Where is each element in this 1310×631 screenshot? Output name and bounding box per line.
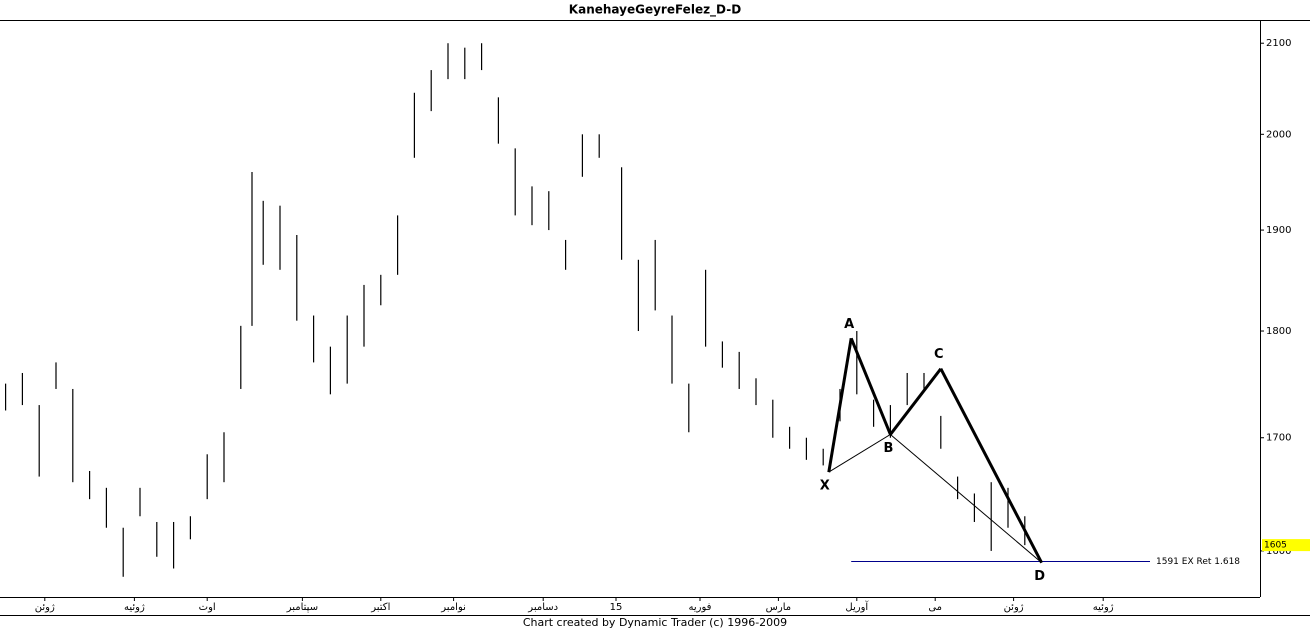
pattern-label: B [883,441,893,456]
x-tick-label: ژوئن [1004,602,1024,613]
chart-title: KanehayeGeyreFelez_D-D [569,3,741,18]
x-tick-label: دسامبر [527,602,558,613]
x-tick-label: اکتبر [370,602,390,613]
x-tick-label: فوریه [689,602,712,613]
x-tick-label: می [928,602,942,613]
pattern-label: A [844,317,854,332]
x-tick-label: ژوئیه [124,602,145,613]
pattern-guide [890,434,1042,564]
pattern-label: D [1034,569,1045,584]
projection-label: 1591 EX Ret 1.618 [1156,557,1240,567]
last-price-label: 1605 [1264,541,1287,551]
pattern-guide [828,434,891,473]
footer: Chart created by Dynamic Trader (c) 1996… [523,616,787,629]
y-tick-label: 1700 [1266,433,1291,444]
x-tick-label: مارس [766,602,791,613]
x-tick-label: نوامبر [440,602,466,613]
pattern-leg [939,368,1043,564]
x-tick-label: ژوئن [35,602,55,613]
x-tick-label: سپتامبر [286,602,318,613]
pattern-label: X [820,479,830,494]
pattern-leg [849,337,892,436]
y-tick-label: 1800 [1266,326,1291,337]
x-tick-label: اوت [199,602,216,613]
y-tick-label: 1900 [1266,225,1291,236]
pattern-label: C [934,347,944,362]
last-price-box [1262,539,1310,552]
y-tick-label: 2000 [1266,129,1291,140]
x-tick-label: آوریل [845,600,869,613]
y-tick-label: 2100 [1266,38,1291,49]
x-tick-label: 15 [610,602,623,613]
pattern-leg [889,367,942,436]
x-tick-label: ژوئیه [1093,602,1114,613]
pattern-leg [827,338,853,473]
y-tick-label: 1600 [1266,546,1291,557]
